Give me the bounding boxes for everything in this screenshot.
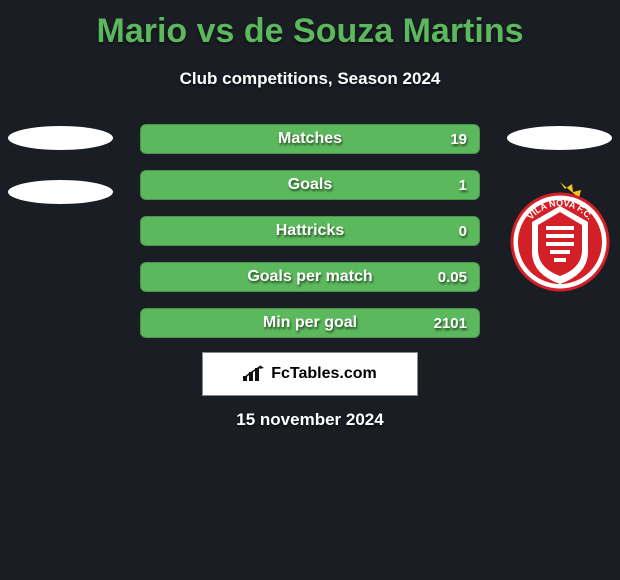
stat-label: Matches xyxy=(278,130,342,148)
date-text: 15 november 2024 xyxy=(0,410,620,430)
stats-container: Matches 19 Goals 1 Hattricks 0 Goals per match… xyxy=(140,124,480,354)
bar-chart-icon xyxy=(243,365,265,383)
brand-box[interactable]: FcTables.com xyxy=(202,352,418,396)
stat-label: Goals xyxy=(288,176,332,194)
stat-right-value: 19 xyxy=(450,131,467,148)
subtitle: Club competitions, Season 2024 xyxy=(0,69,620,89)
stat-label: Min per goal xyxy=(263,314,357,332)
page-title: Mario vs de Souza Martins xyxy=(0,0,620,51)
player-left-avatar-placeholder-2 xyxy=(8,180,113,204)
club-crest-vila-nova: VILA NOVA F.C. xyxy=(510,180,610,304)
stat-right-value: 0.05 xyxy=(438,269,467,286)
stat-label: Hattricks xyxy=(276,222,344,240)
stat-right-value: 0 xyxy=(459,223,467,240)
stat-right-value: 1 xyxy=(459,177,467,194)
stat-row: Min per goal 2101 xyxy=(140,308,480,338)
player-left-avatar-placeholder-1 xyxy=(8,126,113,150)
stat-row: Matches 19 xyxy=(140,124,480,154)
player-right-avatar-placeholder xyxy=(507,126,612,150)
stat-row: Goals per match 0.05 xyxy=(140,262,480,292)
stat-right-value: 2101 xyxy=(434,315,467,332)
stat-label: Goals per match xyxy=(247,268,372,286)
stat-row: Hattricks 0 xyxy=(140,216,480,246)
brand-text: FcTables.com xyxy=(271,365,377,383)
stat-row: Goals 1 xyxy=(140,170,480,200)
